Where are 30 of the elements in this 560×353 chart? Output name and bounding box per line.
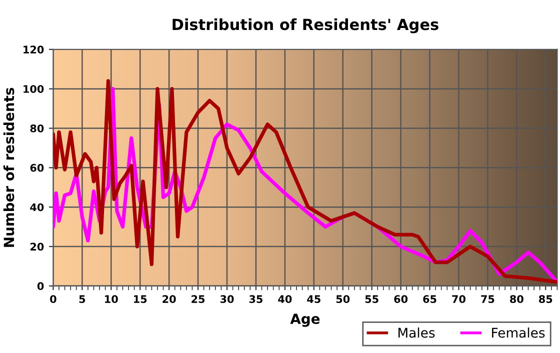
x-tick-label: 75: [481, 295, 494, 304]
y-tick-label: 0: [37, 282, 44, 290]
x-tick-label: 0: [50, 295, 56, 304]
x-tick-label: 20: [162, 295, 176, 304]
x-tick-label: 40: [278, 295, 292, 304]
x-tick-label: 55: [365, 295, 378, 304]
legend-label: Females: [492, 328, 545, 338]
y-axis-title: Number of residents: [3, 88, 14, 247]
x-tick-label: 5: [79, 295, 86, 304]
y-tick-label: 120: [24, 46, 44, 54]
x-tick-label: 35: [249, 295, 262, 304]
y-tick-label: 80: [30, 124, 44, 132]
x-tick-label: 50: [336, 295, 350, 304]
x-tick-label: 80: [510, 295, 524, 304]
y-tick-label: 100: [24, 85, 44, 93]
x-tick-label: 25: [192, 295, 205, 304]
x-tick-label: 70: [452, 295, 466, 304]
y-tick-label: 20: [30, 242, 44, 251]
x-tick-label: 85: [539, 295, 552, 304]
y-tick-label: 40: [30, 203, 44, 212]
x-tick-label: 30: [220, 295, 234, 304]
x-tick-label: 10: [105, 295, 118, 304]
chart-title: Distribution of Residents' Ages: [172, 18, 438, 34]
x-tick-label: 60: [394, 295, 408, 304]
y-tick-label: 60: [30, 164, 44, 172]
x-tick-label: 45: [307, 295, 320, 304]
x-axis-title: Age: [290, 314, 320, 327]
legend-label: Males: [398, 328, 435, 338]
x-tick-label: 15: [134, 295, 147, 304]
x-tick-label: 65: [423, 295, 436, 304]
